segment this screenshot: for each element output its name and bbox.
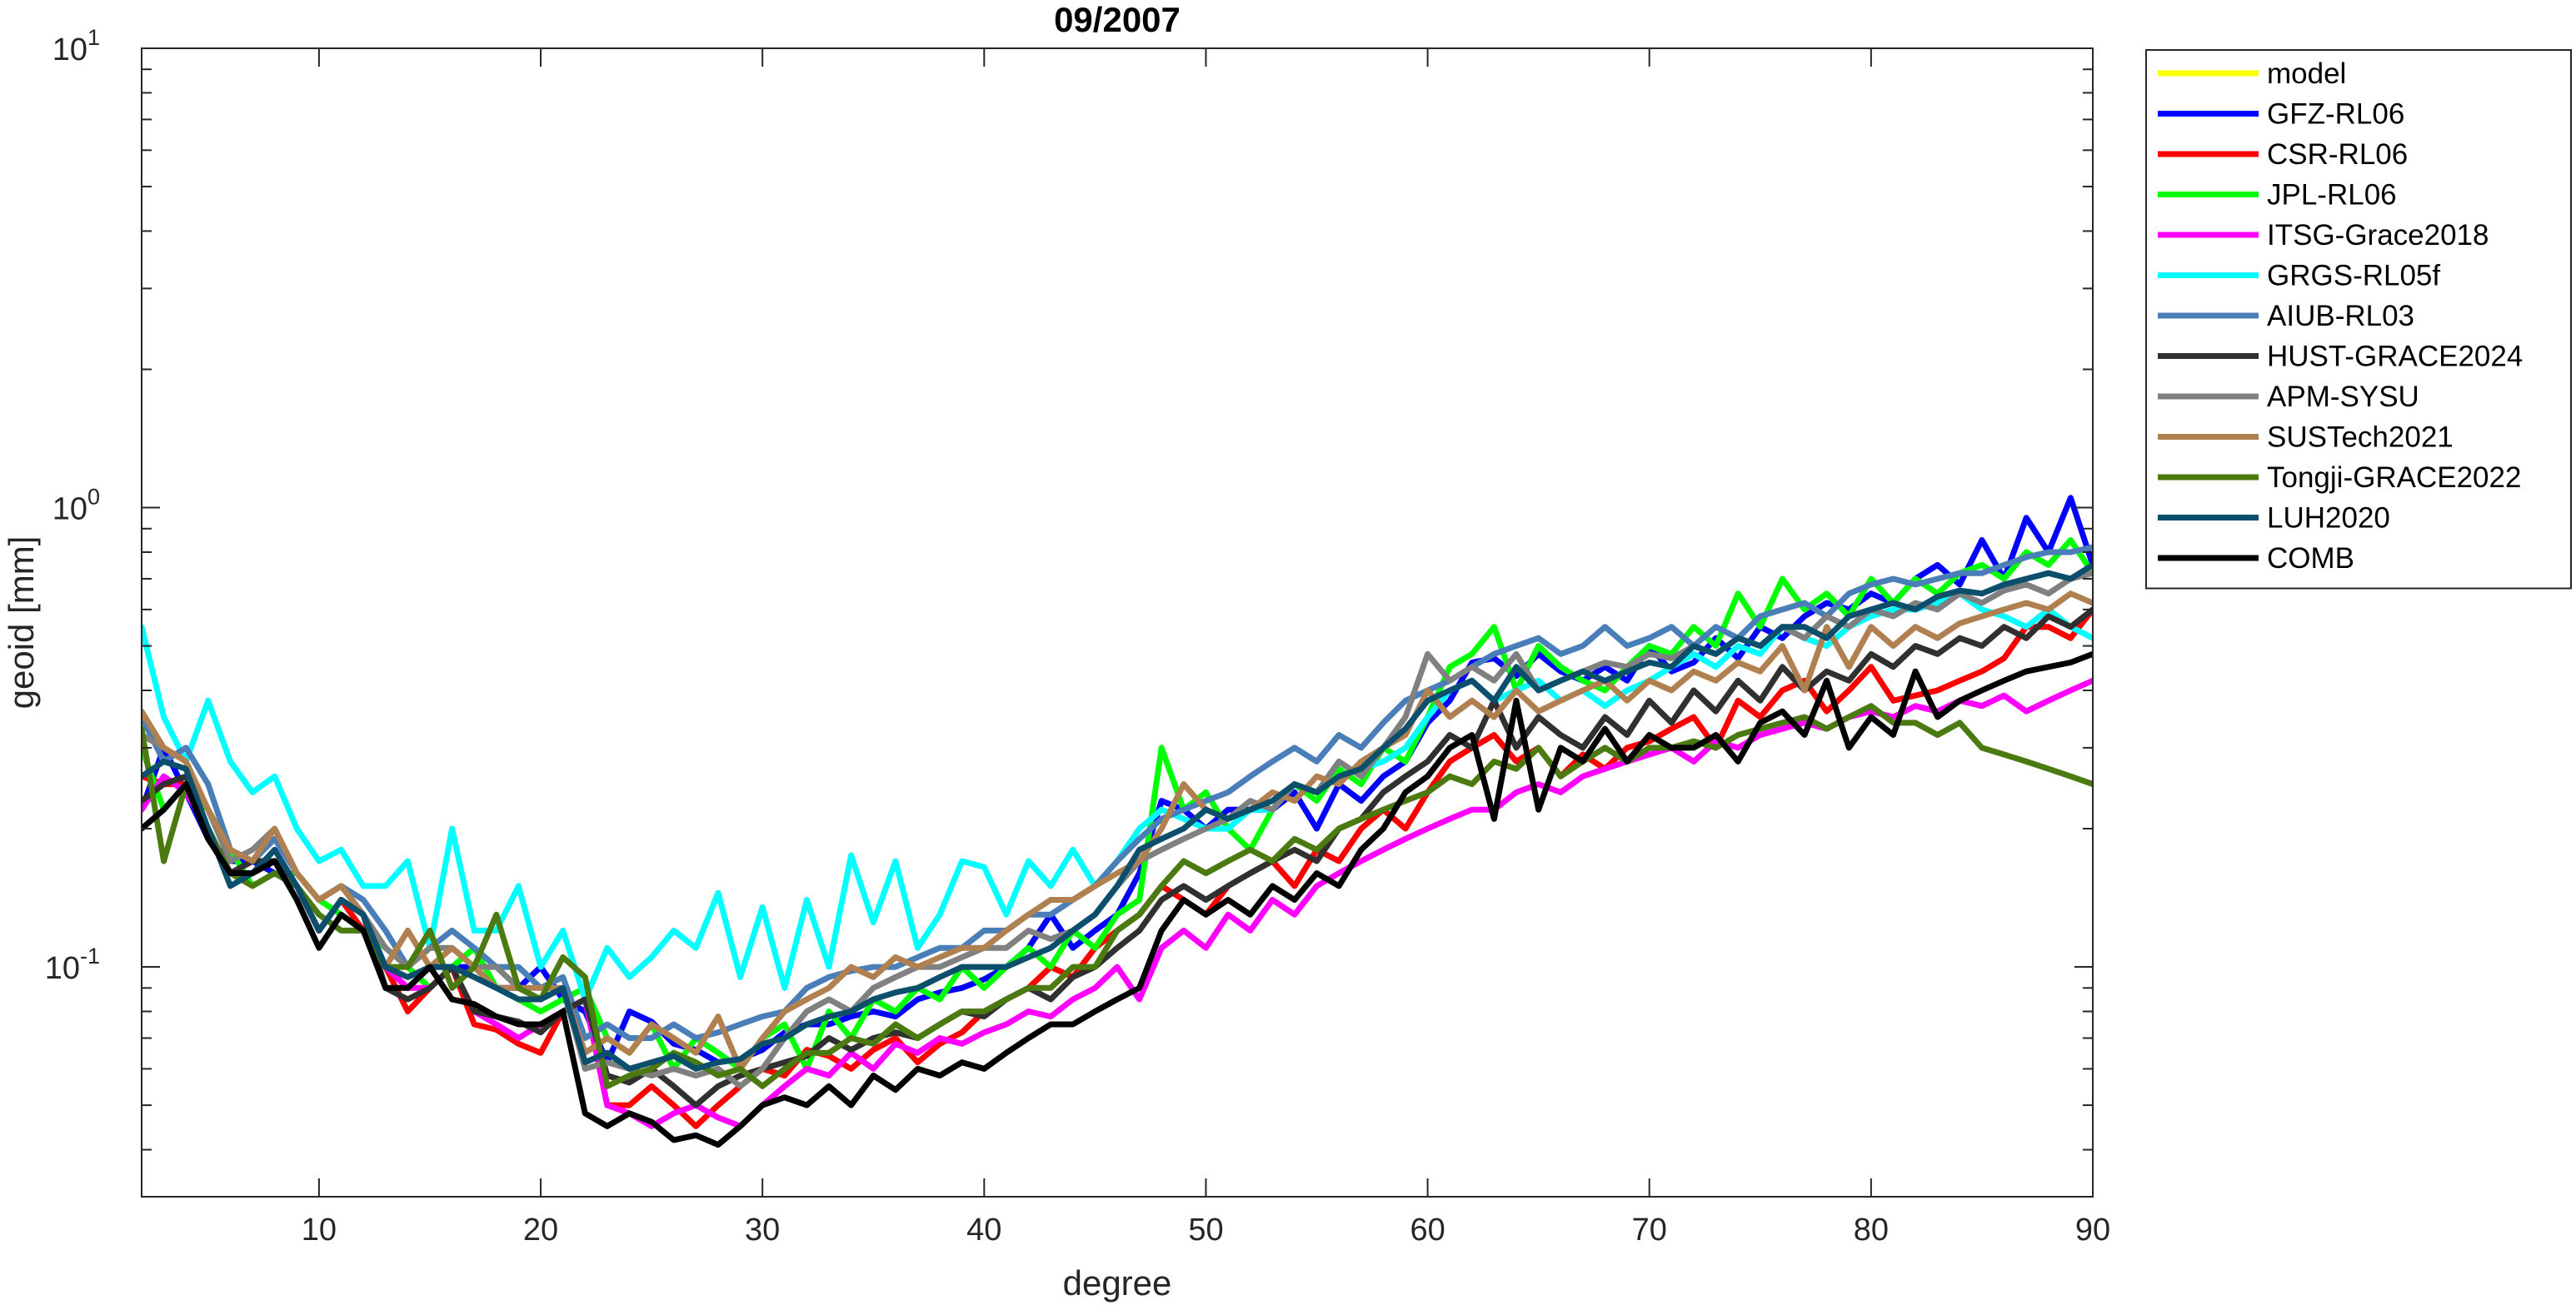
legend-label-sustech2021: SUSTech2021 <box>2267 421 2454 454</box>
x-tick-label: 20 <box>523 1213 558 1248</box>
legend-label-apm-sysu: APM-SYSU <box>2267 381 2419 413</box>
legend-label-tongji-grace2022: Tongji-GRACE2022 <box>2267 461 2521 494</box>
legend-label-model: model <box>2267 57 2346 90</box>
y-tick-label: 101 <box>52 25 100 67</box>
legend-label-aiub-rl03: AIUB-RL03 <box>2267 300 2414 332</box>
y-tick-label: 10-1 <box>45 944 100 986</box>
chart-title: 09/2007 <box>1054 0 1181 39</box>
series-line-tongji-grace2022 <box>142 703 2093 1089</box>
series-group <box>142 495 2093 1148</box>
y-tick-label: 100 <box>52 485 100 527</box>
legend-label-hust-grace2024: HUST-GRACE2024 <box>2267 341 2523 373</box>
x-tick-label: 50 <box>1188 1213 1223 1248</box>
legend-label-gfz-rl06: GFZ-RL06 <box>2267 98 2404 131</box>
x-tick-label: 60 <box>1410 1213 1445 1248</box>
series-line-comb <box>142 650 2093 1148</box>
x-axis-label: degree <box>1063 1263 1172 1303</box>
legend-label-grgs-rl05f: GRGS-RL05f <box>2267 260 2440 292</box>
axes: 10 20 30 40 50 60 70 80 90 10-1 100 101 <box>45 25 2110 1248</box>
legend-label-comb: COMB <box>2267 542 2354 575</box>
plot-area <box>142 495 2093 1148</box>
series-line-aiub-rl03 <box>142 544 2093 1041</box>
legend: model GFZ-RL06 CSR-RL06 JPL-RL06 ITSG-Grace2… <box>2145 49 2572 590</box>
legend-label-itsg-grace2018: ITSG-Grace2018 <box>2267 219 2489 252</box>
series-line-luh2020 <box>142 561 2093 1072</box>
axes-box <box>141 47 2094 1198</box>
legend-label-csr-rl06: CSR-RL06 <box>2267 138 2408 171</box>
legend-label-luh2020: LUH2020 <box>2267 502 2390 535</box>
x-tick-label: 70 <box>1632 1213 1667 1248</box>
x-tick-label: 30 <box>745 1213 780 1248</box>
x-tick-label: 40 <box>966 1213 1001 1248</box>
y-axis-label: geoid [mm] <box>2 536 41 710</box>
x-tick-label: 80 <box>1854 1213 1889 1248</box>
legend-label-jpl-rl06: JPL-RL06 <box>2267 179 2397 212</box>
legend-box <box>2145 49 2572 590</box>
x-tick-label: 90 <box>2075 1213 2110 1248</box>
x-tick-label: 10 <box>302 1213 337 1248</box>
